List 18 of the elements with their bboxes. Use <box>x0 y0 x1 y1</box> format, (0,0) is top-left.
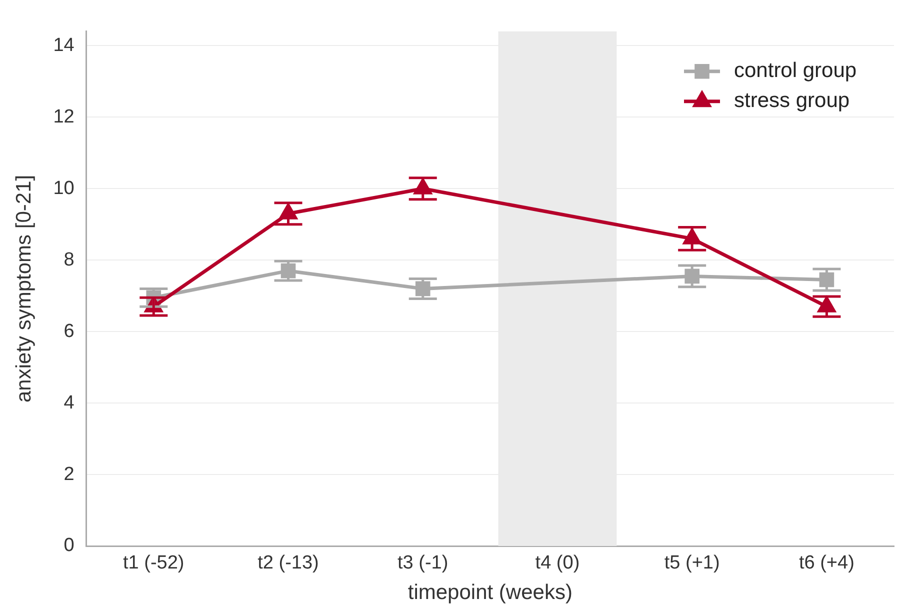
legend-label: control group <box>734 59 857 82</box>
y-tick-label: 8 <box>64 249 74 270</box>
x-tick-label: t3 (-1) <box>398 552 448 574</box>
y-tick-label: 6 <box>64 320 74 342</box>
x-tick-label: t6 (+4) <box>798 552 854 574</box>
y-tick-label: 12 <box>53 106 74 128</box>
x-tick-label: t5 (+1) <box>664 552 720 574</box>
y-tick-label: 10 <box>53 178 74 199</box>
x-tick-label: t2 (-13) <box>258 552 319 574</box>
y-tick-label: 4 <box>64 392 75 414</box>
y-tick-label: 14 <box>53 34 75 56</box>
x-axis-title: timepoint (weeks) <box>408 581 572 604</box>
y-tick-label: 2 <box>64 464 74 485</box>
legend-label: stress group <box>734 89 850 112</box>
x-tick-label: t4 (0) <box>535 552 580 574</box>
y-tick-label: 0 <box>64 535 74 556</box>
y-axis-title: anxiety symptoms [0-21] <box>12 174 36 402</box>
x-tick-label: t1 (-52) <box>123 552 184 574</box>
